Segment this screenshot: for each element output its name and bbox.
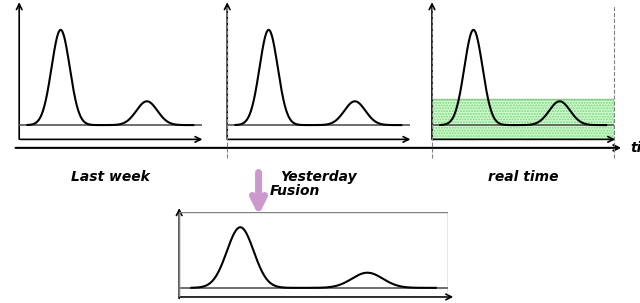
Text: real time: real time bbox=[488, 170, 559, 184]
Text: time: time bbox=[630, 141, 640, 155]
Text: Yesterday: Yesterday bbox=[280, 170, 356, 184]
Bar bbox=[432, 99, 614, 139]
Text: Fusion: Fusion bbox=[270, 185, 321, 198]
Text: Last week: Last week bbox=[71, 170, 150, 184]
Bar bbox=[179, 212, 448, 297]
